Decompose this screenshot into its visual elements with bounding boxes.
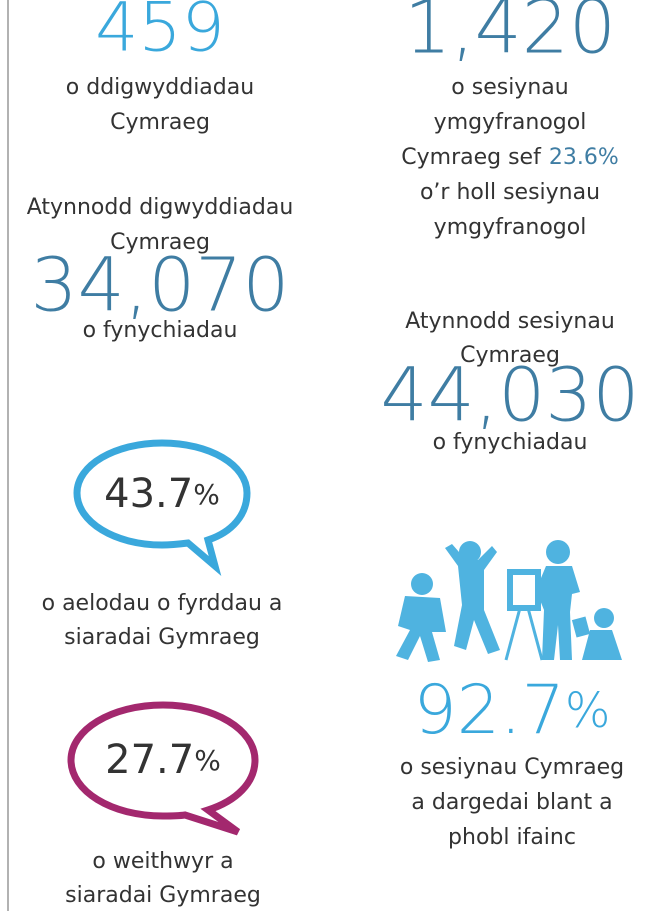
board-line: o aelodau o fyrddau a	[42, 591, 283, 616]
attendance-number: 44,030	[381, 353, 640, 439]
share-prefix: Cymraeg sef	[401, 145, 542, 170]
share-value: 23.6%	[549, 145, 619, 170]
young-number: 92.7%	[413, 671, 610, 750]
attendance-caption: o fynychiadau	[433, 430, 588, 455]
young-line: phobl ifainc	[448, 825, 576, 850]
workers-value: 27.7	[105, 737, 194, 783]
sessions-share-line: Cymraeg sef 23.6%	[401, 145, 618, 170]
sessions-line: o’r holl sesiynau	[420, 180, 600, 205]
board-value: 43.7	[104, 471, 193, 517]
young-unit: %	[565, 683, 611, 739]
young-value: 92.7	[413, 671, 564, 750]
sessions-number: 1,420	[404, 0, 616, 71]
children-silhouettes	[396, 540, 622, 662]
events-number: 459	[95, 0, 225, 68]
workers-line: o weithwyr a	[92, 849, 233, 874]
attendance-intro: Atynnodd digwyddiadau	[27, 195, 294, 220]
attendance-intro: Atynnodd sesiynau	[405, 309, 615, 334]
workers-line: siaradai Gymraeg	[65, 883, 261, 908]
events-line: Cymraeg	[110, 110, 210, 135]
infographic: 459 o ddigwyddiadau Cymraeg Atynnodd dig…	[0, 0, 659, 911]
events-line: o ddigwyddiadau	[66, 75, 254, 100]
sessions-line: ymgyfranogol	[434, 110, 587, 135]
young-line: o sesiynau Cymraeg	[400, 755, 624, 780]
attendance-caption: o fynychiadau	[83, 318, 238, 343]
sessions-line: ymgyfranogol	[434, 215, 587, 240]
workers-unit: %	[194, 744, 221, 777]
board-number: 43.7%	[104, 471, 220, 517]
sessions-line: o sesiynau	[451, 75, 568, 100]
young-line: a dargedai blant a	[411, 790, 612, 815]
board-unit: %	[193, 478, 220, 511]
attendance-number: 34,070	[31, 243, 290, 329]
board-line: siaradai Gymraeg	[64, 625, 260, 650]
workers-number: 27.7%	[105, 737, 221, 783]
